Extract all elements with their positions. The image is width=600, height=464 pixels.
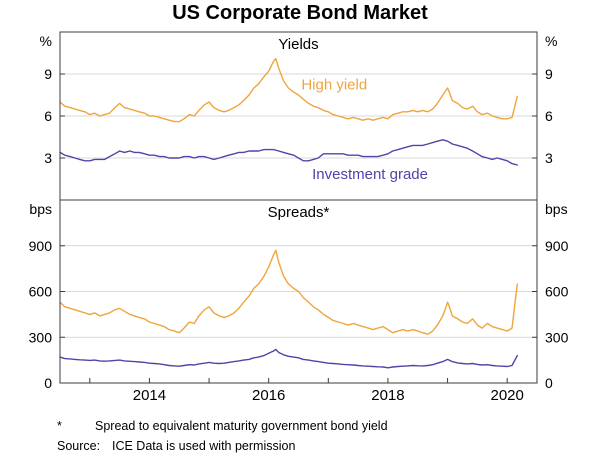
x-tick-label: 2020 bbox=[491, 387, 524, 404]
y-tick-label-left: 3 bbox=[44, 150, 52, 166]
series-line-investment-grade bbox=[59, 348, 518, 369]
x-tick-label: 2014 bbox=[133, 387, 166, 404]
footnote-marker: * bbox=[57, 419, 62, 433]
panel-title: Spreads* bbox=[268, 204, 330, 221]
panel-border bbox=[59, 199, 538, 384]
series-label-investment-grade: Investment grade bbox=[312, 166, 428, 183]
x-tick-label: 2018 bbox=[371, 387, 404, 404]
source-row: Source: ICE Data is used with permission bbox=[0, 439, 600, 459]
series-line-high-yield bbox=[59, 249, 518, 335]
y-tick-label-right: 300 bbox=[545, 329, 569, 345]
series-line-investment-grade bbox=[59, 139, 518, 166]
unit-label-right: % bbox=[545, 33, 557, 49]
unit-label-right: bps bbox=[545, 201, 568, 217]
y-tick-label-left: 600 bbox=[29, 284, 53, 300]
unit-label-left: % bbox=[40, 33, 52, 49]
chart-title: US Corporate Bond Market bbox=[172, 2, 428, 24]
unit-label-left: bps bbox=[29, 201, 52, 217]
series-line-high-yield bbox=[59, 57, 518, 123]
source-label: Source: bbox=[57, 439, 101, 453]
y-tick-label-left: 0 bbox=[44, 375, 52, 391]
footnotes: * Spread to equivalent maturity governme… bbox=[0, 419, 600, 459]
footnote-text: Spread to equivalent maturity government… bbox=[95, 419, 388, 433]
y-tick-label-left: 900 bbox=[29, 238, 53, 254]
y-tick-label-right: 0 bbox=[545, 375, 553, 391]
y-tick-label-right: 6 bbox=[545, 108, 553, 124]
y-tick-label-right: 900 bbox=[545, 238, 569, 254]
x-tick-label: 2016 bbox=[252, 387, 285, 404]
panel-title: Yields bbox=[278, 36, 318, 53]
y-tick-label-right: 600 bbox=[545, 284, 569, 300]
y-tick-label-left: 6 bbox=[44, 108, 52, 124]
y-tick-label-right: 3 bbox=[545, 150, 553, 166]
footnote-row: * Spread to equivalent maturity governme… bbox=[0, 419, 600, 439]
y-tick-label-right: 9 bbox=[545, 66, 553, 82]
y-tick-label-left: 300 bbox=[29, 329, 53, 345]
source-text: ICE Data is used with permission bbox=[112, 439, 296, 453]
series-label-high-yield: High yield bbox=[301, 76, 367, 93]
y-tick-label-left: 9 bbox=[44, 66, 52, 82]
